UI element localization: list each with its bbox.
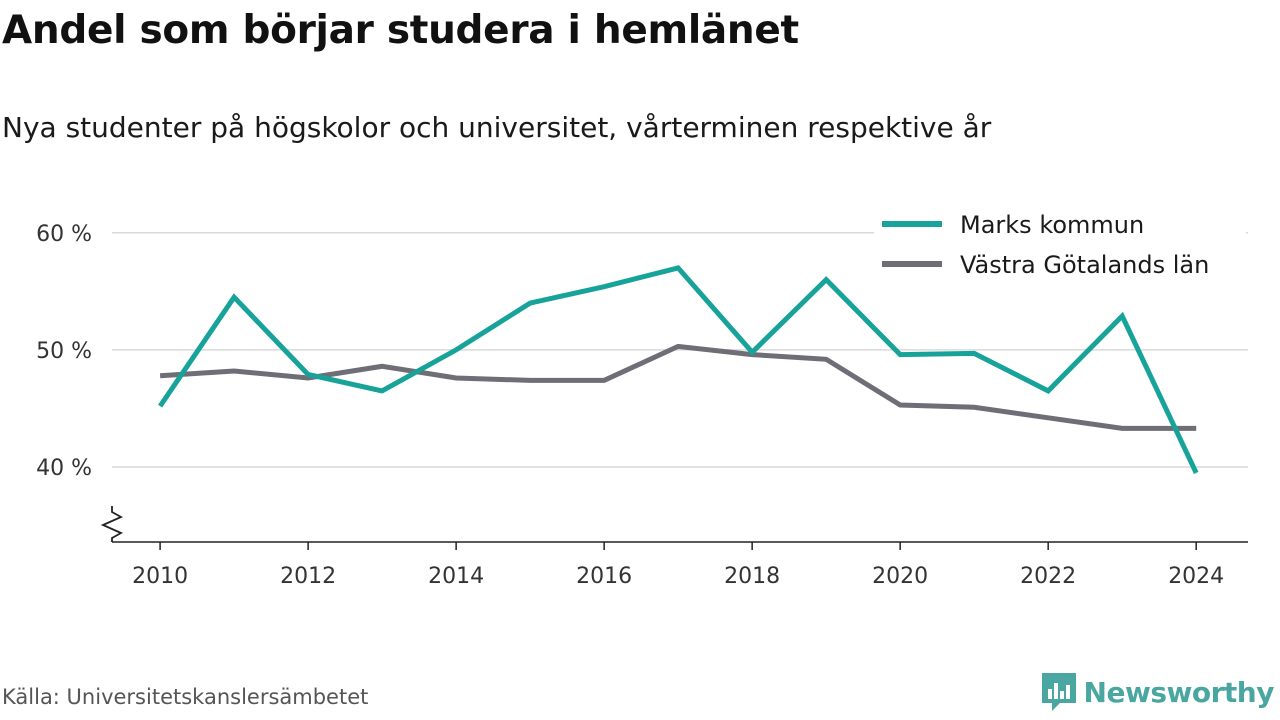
series-line-marks-kommun [158, 265, 1199, 474]
y-tick-label: 60 % [36, 222, 92, 247]
x-tick-label: 2022 [1020, 564, 1076, 589]
legend-label: Marks kommun [960, 211, 1144, 239]
series-line-vastra-gotalands-lan [159, 343, 1197, 431]
x-tick-label: 2014 [428, 564, 484, 589]
x-tick-label: 2024 [1168, 564, 1224, 589]
chart-title: Andel som börjar studera i hemlänet [2, 8, 799, 53]
brand-logo: Newsworthy [1040, 672, 1275, 712]
x-tick-label: 2018 [724, 564, 780, 589]
y-axis-ticks: 40 % 50 % 60 % [36, 222, 92, 481]
source-note: Källa: Universitetskanslersämbetet [2, 685, 369, 709]
x-tick-label: 2012 [280, 564, 336, 589]
y-tick-label: 40 % [36, 456, 92, 481]
brand-name: Newsworthy [1083, 675, 1275, 709]
legend: Marks kommun Västra Götalands län [874, 202, 1246, 288]
chart-subtitle: Nya studenter på högskolor och universit… [2, 111, 992, 144]
axis-break-icon [100, 506, 124, 542]
x-tick-label: 2016 [576, 564, 632, 589]
series-lines [158, 265, 1199, 474]
y-tick-label: 50 % [36, 339, 92, 364]
x-tick-label: 2010 [132, 564, 188, 589]
newsworthy-logo-icon [1041, 673, 1076, 711]
legend-label: Västra Götalands län [960, 251, 1209, 279]
x-tick-label: 2020 [872, 564, 928, 589]
x-axis: 2010 2012 2014 2016 2018 2020 2022 2024 [100, 506, 1248, 589]
legend-background [874, 202, 1246, 288]
